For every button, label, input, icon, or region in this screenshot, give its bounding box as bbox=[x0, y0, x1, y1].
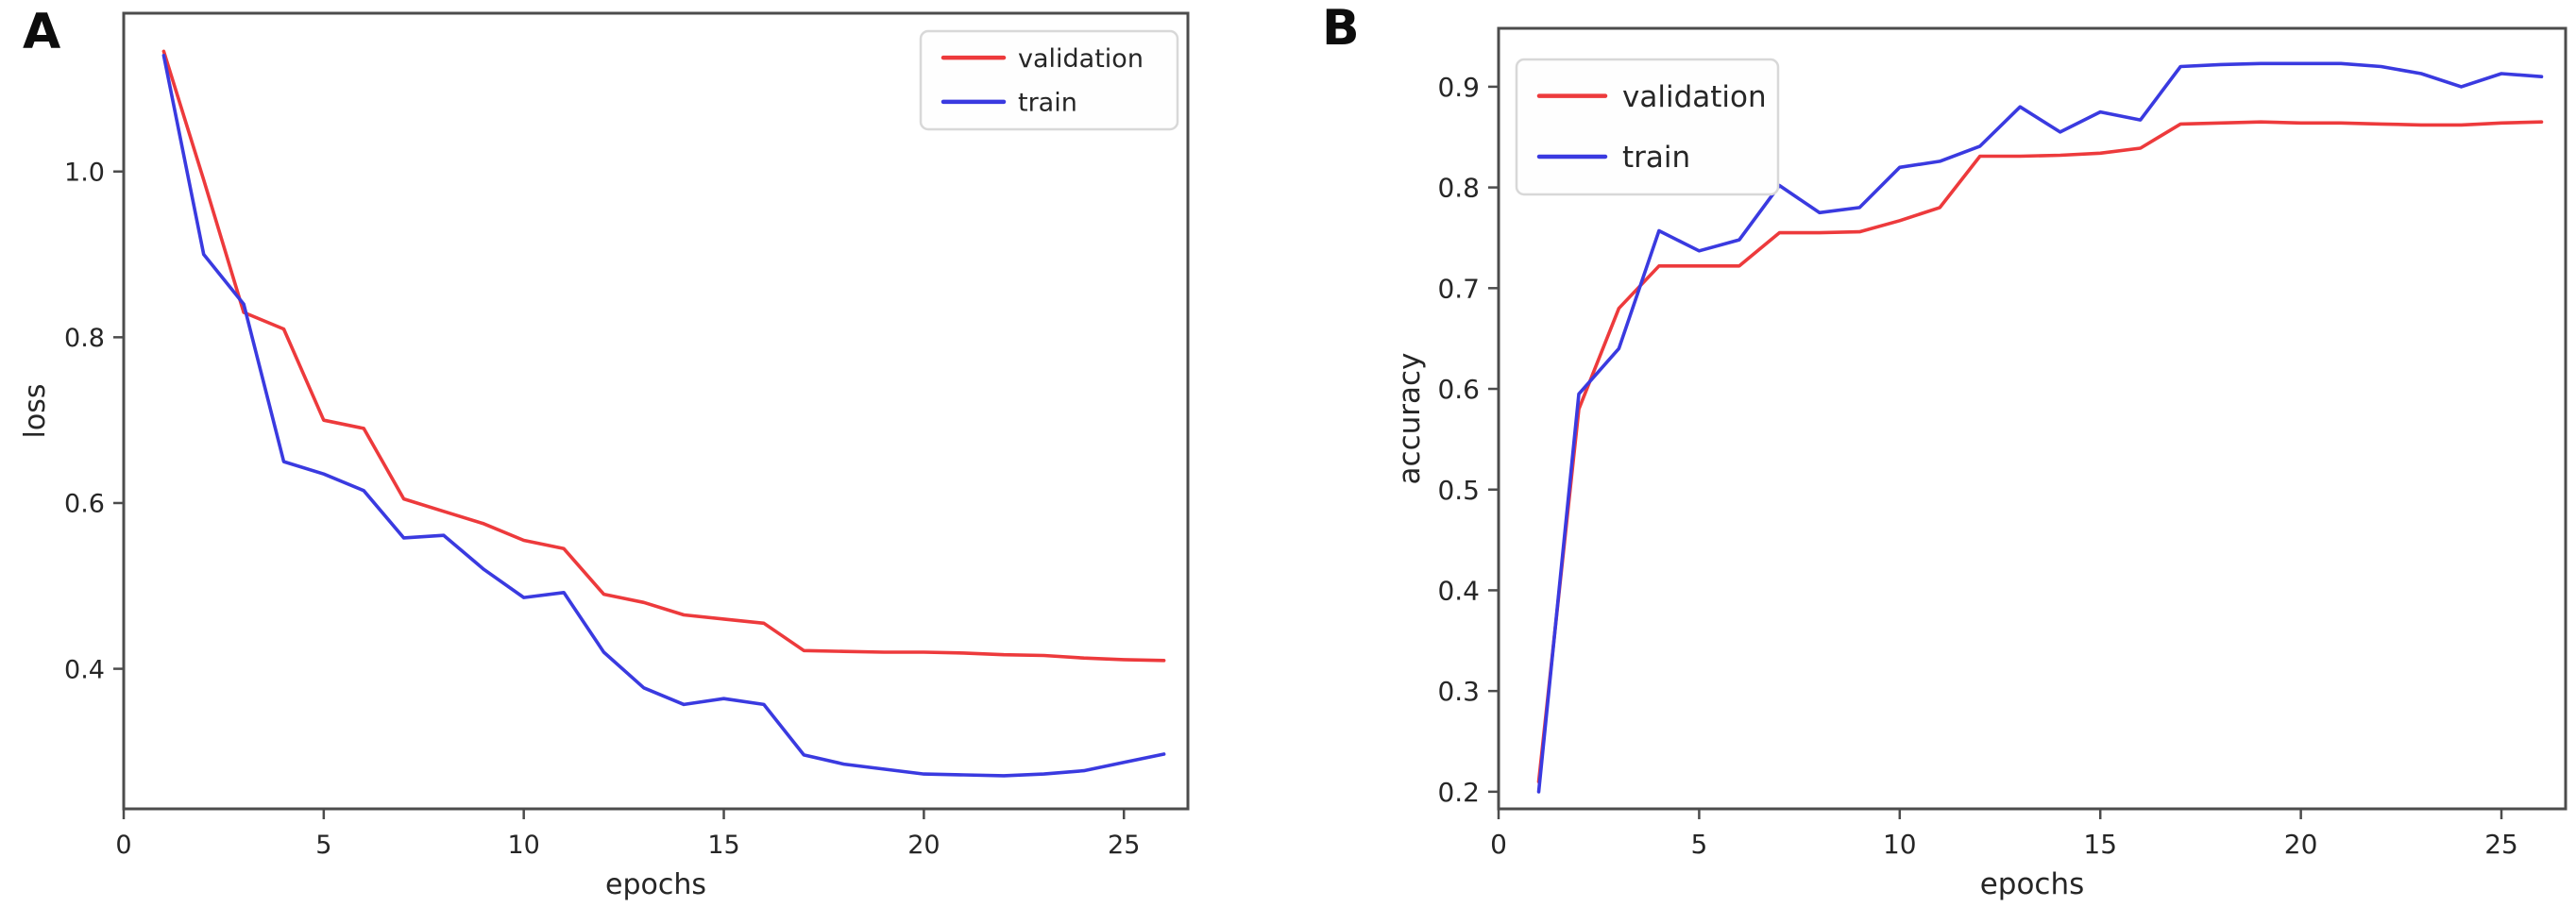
y-tick-label: 0.8 bbox=[1437, 173, 1480, 204]
y-tick-label: 0.6 bbox=[1437, 374, 1480, 405]
x-tick-label: 0 bbox=[115, 831, 131, 860]
legend-label-train: train bbox=[1018, 89, 1077, 118]
x-tick-label: 20 bbox=[2284, 829, 2318, 860]
x-tick-label: 15 bbox=[707, 831, 739, 860]
x-tick-label: 5 bbox=[1690, 829, 1707, 860]
x-axis-label: epochs bbox=[1980, 867, 2085, 901]
y-axis-label: accuracy bbox=[1393, 353, 1427, 485]
x-tick-label: 20 bbox=[907, 831, 940, 860]
y-tick-label: 0.4 bbox=[64, 655, 105, 684]
x-tick-label: 10 bbox=[1883, 829, 1917, 860]
legend-label-validation: validation bbox=[1622, 80, 1767, 114]
y-tick-label: 0.8 bbox=[64, 324, 105, 353]
accuracy-chart: 0 5 10 15 20 25 0.2 0.3 0.4 0.5 0.6 0.7 0.8 0.9 epochs… bbox=[1393, 26, 2568, 901]
legend-box bbox=[1515, 58, 1780, 196]
series-line-train bbox=[161, 53, 1166, 778]
legend-label-validation: validation bbox=[1018, 44, 1144, 74]
series-line-validation bbox=[161, 49, 1166, 663]
loss-chart: 0 5 10 15 20 25 0.4 0.6 0.8 1.0 epochs loss validati… bbox=[19, 11, 1190, 901]
x-tick-label: 10 bbox=[508, 831, 540, 860]
x-tick-label: 25 bbox=[2484, 829, 2518, 860]
legend-label-train: train bbox=[1622, 141, 1690, 175]
y-tick-label: 0.7 bbox=[1437, 273, 1480, 304]
series-line-validation bbox=[1536, 120, 2544, 784]
x-tick-label: 0 bbox=[1490, 829, 1507, 860]
x-tick-label: 15 bbox=[2083, 829, 2117, 860]
x-axis-label: epochs bbox=[605, 868, 706, 901]
x-tick-label: 25 bbox=[1108, 831, 1140, 860]
y-tick-label: 1.0 bbox=[64, 158, 105, 187]
plot-border bbox=[122, 11, 1190, 811]
y-tick-label: 0.2 bbox=[1437, 777, 1480, 808]
y-tick-label: 0.4 bbox=[1437, 576, 1480, 607]
panel-b-letter: B bbox=[1322, 0, 1360, 57]
y-tick-label: 0.6 bbox=[64, 490, 105, 519]
panel-a: A 0 5 10 15 20 25 0.4 0.6 0.8 1.0 epochs loss valida… bbox=[19, 4, 1190, 901]
y-axis-label: loss bbox=[19, 384, 52, 439]
series-line-train bbox=[1536, 61, 2544, 794]
y-tick-label: 0.3 bbox=[1437, 676, 1480, 707]
x-tick-label: 5 bbox=[315, 831, 331, 860]
panel-a-letter: A bbox=[23, 4, 61, 60]
plot-border bbox=[1497, 26, 2568, 811]
y-tick-label: 0.5 bbox=[1437, 475, 1480, 506]
panel-b: B 0 5 10 15 20 25 0.2 0.3 0.4 0.5 0.6 0.7 0.8 0.9 epoc… bbox=[1288, 0, 2576, 924]
y-tick-label: 0.9 bbox=[1437, 72, 1480, 103]
